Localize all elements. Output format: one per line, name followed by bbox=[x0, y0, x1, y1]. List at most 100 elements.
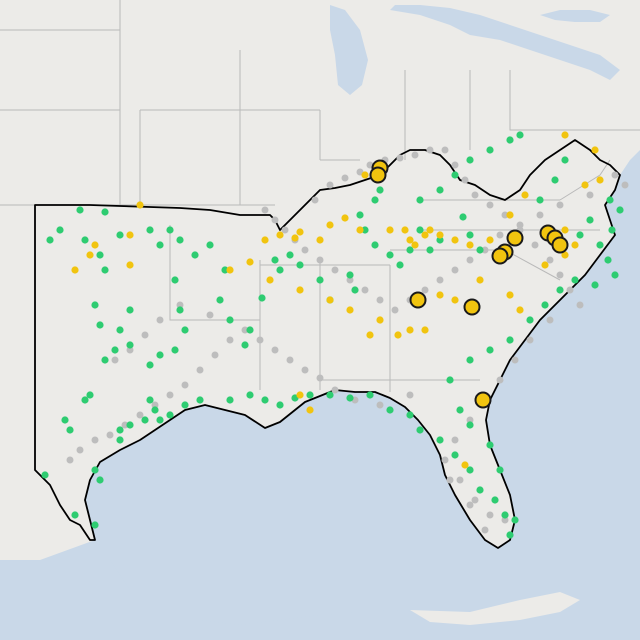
green-marker[interactable] bbox=[146, 396, 154, 404]
gray-marker[interactable] bbox=[106, 431, 114, 439]
yellow-marker[interactable] bbox=[376, 316, 384, 324]
gray-marker[interactable] bbox=[421, 286, 429, 294]
yellow-marker[interactable] bbox=[386, 226, 394, 234]
gray-marker[interactable] bbox=[586, 191, 594, 199]
green-marker[interactable] bbox=[476, 486, 484, 494]
yellow-marker[interactable] bbox=[436, 291, 444, 299]
gray-marker[interactable] bbox=[331, 386, 339, 394]
green-marker[interactable] bbox=[46, 236, 54, 244]
green-marker[interactable] bbox=[506, 336, 514, 344]
gray-marker[interactable] bbox=[446, 476, 454, 484]
green-marker[interactable] bbox=[506, 136, 514, 144]
green-marker[interactable] bbox=[66, 426, 74, 434]
green-marker[interactable] bbox=[466, 421, 474, 429]
green-marker[interactable] bbox=[466, 356, 474, 364]
green-marker[interactable] bbox=[276, 266, 284, 274]
gray-marker[interactable] bbox=[76, 446, 84, 454]
green-marker[interactable] bbox=[556, 286, 564, 294]
green-marker[interactable] bbox=[356, 211, 364, 219]
gray-marker[interactable] bbox=[136, 411, 144, 419]
green-marker[interactable] bbox=[586, 216, 594, 224]
yellow-marker[interactable] bbox=[326, 221, 334, 229]
yellow-marker[interactable] bbox=[421, 326, 429, 334]
yellow-marker[interactable] bbox=[296, 228, 304, 236]
gray-marker[interactable] bbox=[461, 176, 469, 184]
gray-marker[interactable] bbox=[241, 326, 249, 334]
green-marker[interactable] bbox=[116, 326, 124, 334]
gray-marker[interactable] bbox=[441, 146, 449, 154]
green-marker[interactable] bbox=[506, 531, 514, 539]
gray-marker[interactable] bbox=[406, 391, 414, 399]
green-marker[interactable] bbox=[126, 341, 134, 349]
gray-marker[interactable] bbox=[376, 296, 384, 304]
gray-marker[interactable] bbox=[486, 201, 494, 209]
gray-marker[interactable] bbox=[341, 174, 349, 182]
green-marker[interactable] bbox=[126, 421, 134, 429]
green-marker[interactable] bbox=[606, 196, 614, 204]
green-marker[interactable] bbox=[351, 286, 359, 294]
yellow-marker[interactable] bbox=[406, 236, 414, 244]
green-marker[interactable] bbox=[466, 466, 474, 474]
green-marker[interactable] bbox=[456, 406, 464, 414]
gray-marker[interactable] bbox=[466, 256, 474, 264]
green-marker[interactable] bbox=[541, 301, 549, 309]
yellow-marker[interactable] bbox=[326, 296, 334, 304]
yellow-marker[interactable] bbox=[581, 181, 589, 189]
yellow-marker[interactable] bbox=[596, 176, 604, 184]
gray-marker[interactable] bbox=[536, 211, 544, 219]
green-marker[interactable] bbox=[176, 236, 184, 244]
green-marker[interactable] bbox=[386, 406, 394, 414]
green-marker[interactable] bbox=[101, 356, 109, 364]
green-marker[interactable] bbox=[226, 316, 234, 324]
green-marker[interactable] bbox=[91, 466, 99, 474]
gray-marker[interactable] bbox=[481, 526, 489, 534]
green-marker[interactable] bbox=[466, 231, 474, 239]
yellow-marker[interactable] bbox=[266, 276, 274, 284]
gray-marker[interactable] bbox=[271, 216, 279, 224]
gray-marker[interactable] bbox=[316, 374, 324, 382]
green-marker[interactable] bbox=[611, 271, 619, 279]
green-marker[interactable] bbox=[596, 241, 604, 249]
green-marker[interactable] bbox=[221, 266, 229, 274]
green-marker[interactable] bbox=[276, 401, 284, 409]
gray-marker[interactable] bbox=[546, 256, 554, 264]
green-marker[interactable] bbox=[459, 213, 467, 221]
yellow-marker[interactable] bbox=[486, 236, 494, 244]
green-marker[interactable] bbox=[101, 208, 109, 216]
yellow-marker[interactable] bbox=[361, 171, 369, 179]
gray-marker[interactable] bbox=[436, 276, 444, 284]
green-marker[interactable] bbox=[326, 391, 334, 399]
gray-marker[interactable] bbox=[511, 356, 519, 364]
green-marker[interactable] bbox=[76, 206, 84, 214]
green-marker[interactable] bbox=[171, 346, 179, 354]
yellow-marker[interactable] bbox=[561, 251, 569, 259]
green-marker[interactable] bbox=[146, 226, 154, 234]
gray-marker[interactable] bbox=[486, 511, 494, 519]
yellow-marker[interactable] bbox=[126, 261, 134, 269]
green-marker[interactable] bbox=[536, 196, 544, 204]
yellow-marker[interactable] bbox=[366, 331, 374, 339]
yellow-marker[interactable] bbox=[561, 226, 569, 234]
yellow-marker[interactable] bbox=[516, 306, 524, 314]
gray-marker[interactable] bbox=[451, 161, 459, 169]
large-yellow-marker[interactable] bbox=[463, 298, 481, 316]
gray-marker[interactable] bbox=[346, 276, 354, 284]
green-marker[interactable] bbox=[206, 241, 214, 249]
green-marker[interactable] bbox=[71, 511, 79, 519]
green-marker[interactable] bbox=[396, 261, 404, 269]
green-marker[interactable] bbox=[41, 471, 49, 479]
green-marker[interactable] bbox=[96, 251, 104, 259]
green-marker[interactable] bbox=[258, 294, 266, 302]
green-marker[interactable] bbox=[376, 186, 384, 194]
green-marker[interactable] bbox=[126, 306, 134, 314]
green-marker[interactable] bbox=[616, 206, 624, 214]
gray-marker[interactable] bbox=[496, 231, 504, 239]
gray-marker[interactable] bbox=[391, 306, 399, 314]
green-marker[interactable] bbox=[271, 256, 279, 264]
green-marker[interactable] bbox=[61, 416, 69, 424]
yellow-marker[interactable] bbox=[356, 226, 364, 234]
gray-marker[interactable] bbox=[556, 201, 564, 209]
yellow-marker[interactable] bbox=[261, 236, 269, 244]
gray-marker[interactable] bbox=[576, 301, 584, 309]
green-marker[interactable] bbox=[466, 156, 474, 164]
